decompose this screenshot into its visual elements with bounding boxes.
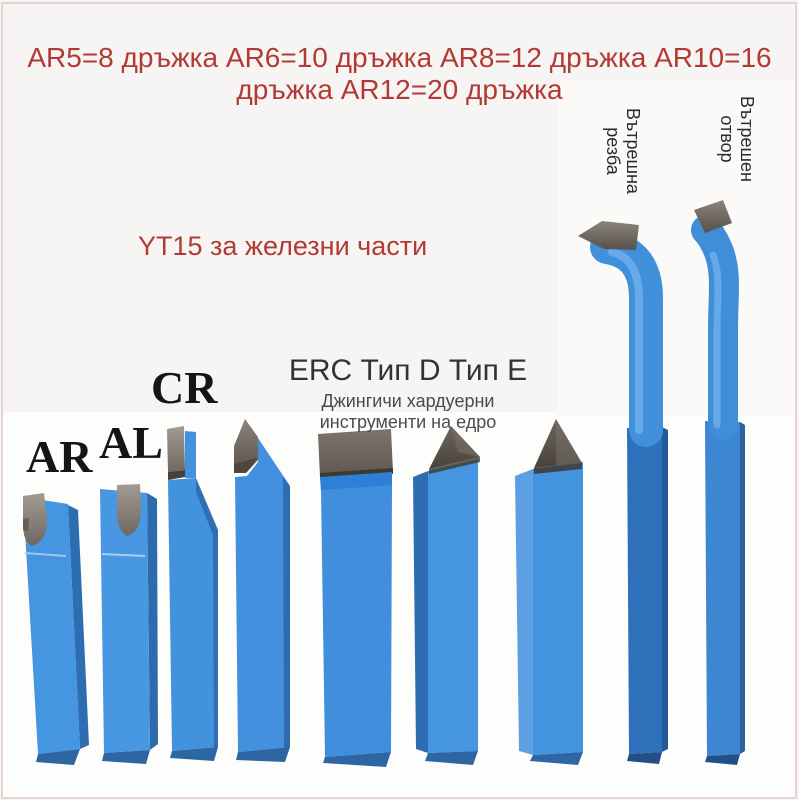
shank-side-face	[147, 493, 158, 750]
turning-tool-d-pointed	[234, 419, 290, 762]
tip-facet	[556, 419, 582, 466]
vlabel-bore-line-1: Вътрешен	[737, 96, 757, 182]
shank-bottom-face	[705, 754, 740, 765]
turning-tool-al	[100, 484, 158, 764]
vlabel-thread-line-2: резба	[603, 127, 623, 175]
neck-highlight	[709, 251, 722, 429]
shank-side-face	[515, 469, 533, 755]
carbide-tip-icon	[23, 493, 48, 546]
shank-bottom-face	[36, 749, 80, 765]
turning-tool-e-flat	[318, 429, 393, 767]
shank-bottom-face	[530, 752, 583, 765]
tool-label-al: AL	[99, 417, 163, 468]
shank-bottom-face	[627, 752, 662, 764]
carbide-tip-icon	[578, 221, 639, 250]
boring-tool-bore-shank	[705, 421, 745, 765]
tip-dark-band	[534, 463, 582, 474]
shank-bottom-face	[102, 750, 150, 764]
shank-side-face	[68, 505, 89, 749]
shank-front-face	[627, 427, 662, 754]
vlabel-thread-line-1: Вътрешна	[623, 108, 643, 194]
vertical-label-internal-bore: Вътрешен отвор	[716, 89, 758, 189]
boring-tool-internal-bore	[691, 200, 739, 440]
heading-line-1: AR5=8 дръжка AR6=10 дръжка AR8=12 дръжка…	[27, 42, 772, 73]
turning-tool-slant-triangle	[413, 426, 480, 765]
tip-facet	[451, 426, 480, 457]
shank-front-face	[533, 462, 583, 755]
shank-top-strip	[185, 431, 196, 478]
shank-side-face	[413, 471, 428, 753]
shank-front-face	[23, 497, 80, 754]
tool-label-cr: CR	[151, 362, 218, 413]
boring-tool-internal-thread	[578, 221, 663, 447]
turning-tool-ar	[23, 493, 89, 765]
tool-label-ar: AR	[26, 431, 93, 482]
shank-front-face	[235, 438, 290, 752]
vendor-line-1: Джингичи хардуерни	[321, 391, 495, 411]
material-note: YT15 за железни части	[138, 231, 428, 261]
turning-tool-center-triangle	[515, 419, 583, 765]
heading-red: AR5=8 дръжка AR6=10 дръжка AR8=12 дръжка…	[0, 42, 799, 106]
tip-dark-band	[429, 457, 480, 474]
tip-dark-band	[234, 458, 257, 473]
carbide-tip-icon	[534, 419, 582, 468]
shank-highlight	[101, 553, 146, 557]
carbide-tip-icon	[694, 200, 732, 233]
shank-highlight	[24, 552, 67, 557]
shank-side-face	[662, 427, 668, 752]
shank-front-face	[321, 485, 392, 757]
tip-shadow	[23, 518, 29, 531]
shank-side-face	[283, 477, 290, 750]
heading-line-2: дръжка AR12=20 дръжка	[236, 74, 563, 105]
carbide-tip-icon	[167, 426, 185, 472]
shank-side-face	[740, 422, 745, 754]
vertical-label-internal-thread: Вътрешна резба	[602, 101, 644, 201]
shank-bottom-face	[170, 747, 218, 761]
shank-slope-facet	[196, 478, 218, 749]
bent-neck	[691, 215, 739, 440]
shank-front-face	[168, 478, 218, 751]
shank-bottom-face	[236, 747, 290, 762]
turning-tool-cr	[167, 426, 218, 761]
boring-tool-thread-shank	[627, 427, 668, 764]
carbide-tip-icon	[429, 426, 480, 469]
shank-bottom-face	[425, 751, 478, 765]
shank-front-face	[428, 459, 478, 753]
tip-dark-band	[168, 470, 185, 480]
shank-bottom-face	[323, 752, 391, 767]
carbide-tip-icon	[117, 484, 141, 536]
type-title: ERC Тип D Тип E	[288, 354, 528, 387]
carbide-tip-icon	[318, 429, 393, 477]
vlabel-bore-line-2: отвор	[717, 115, 737, 163]
shank-front-face	[705, 421, 740, 756]
neck-highlight	[608, 248, 643, 434]
center-caption: ERC Тип D Тип E Джингичи хардуерни инстр…	[258, 354, 558, 433]
vendor-line-2: инструменти на едро	[319, 412, 497, 432]
